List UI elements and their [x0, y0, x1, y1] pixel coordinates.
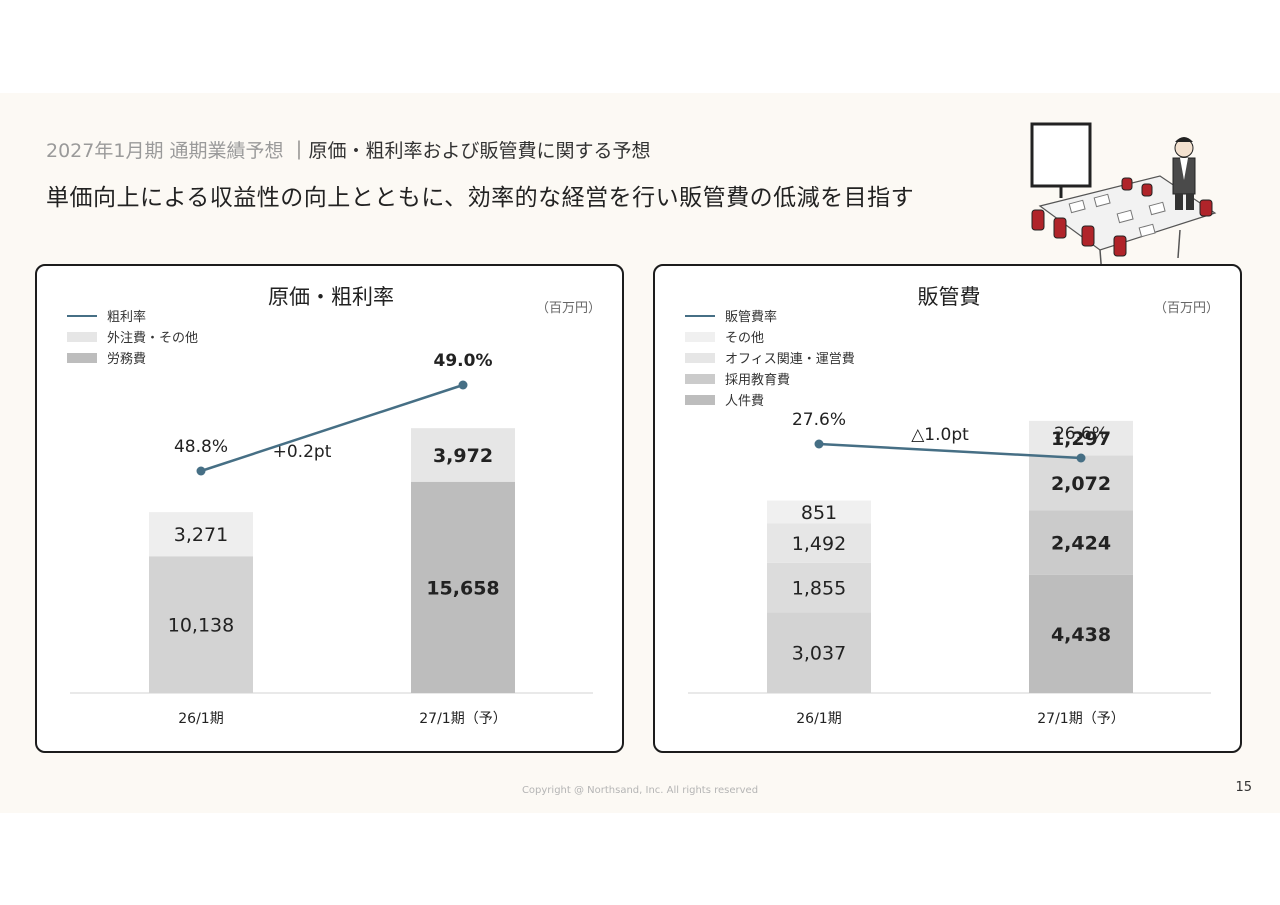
bar-value-label: 2,424	[1051, 533, 1111, 555]
section-topic: 原価・粗利率および販管費に関する予想	[308, 140, 651, 162]
page-headline: 単価向上による収益性の向上とともに、効率的な経営を行い販管費の低減を目指す	[46, 185, 915, 211]
ratio-line	[818, 442, 1082, 460]
ratio-point	[1076, 453, 1086, 463]
bar-value-label: 1,855	[792, 578, 846, 600]
bar-segment	[149, 556, 253, 693]
meeting-room-illustration	[1010, 118, 1224, 280]
category-label: 27/1期（予）	[1037, 711, 1124, 727]
unit-label: （百万円）	[536, 301, 601, 316]
legend-label: 外注費・その他	[107, 331, 198, 346]
legend-swatch-bar	[685, 332, 715, 342]
bar-value-label: 2,072	[1051, 473, 1111, 495]
bar-segment	[767, 562, 871, 613]
category-label: 26/1期	[178, 711, 223, 727]
legend-label: 人件費	[725, 394, 764, 409]
bar-value-label: 851	[801, 502, 837, 524]
legend-swatch-bar	[685, 374, 715, 384]
ratio-label: 26.6%	[1054, 424, 1108, 444]
category-label: 27/1期（予）	[419, 711, 506, 727]
bar-segment	[1029, 574, 1133, 693]
legend-label: 粗利率	[107, 309, 146, 325]
ratio-label: 49.0%	[434, 351, 493, 371]
legend-swatch-bar	[685, 395, 715, 405]
bar-segment	[767, 523, 871, 563]
bar-value-label: 1,492	[792, 533, 846, 555]
legend-label: オフィス関連・運営費	[725, 352, 855, 367]
legend-label: その他	[725, 331, 764, 346]
legend-label: 販管費率	[725, 309, 777, 325]
sga-panel: 販管費 （百万円） 販管費率その他オフィス関連・運営費 採用教育費人件費 3,037 1,…	[653, 264, 1242, 753]
bar-segment	[1029, 510, 1133, 575]
cost-gross-margin-panel: 原価・粗利率 （百万円） 粗利率外注費・その他 労務費 10,138 3,271 26/1期…	[35, 264, 624, 753]
bar-segment	[767, 500, 871, 524]
bar-segment	[1029, 420, 1133, 456]
ratio-label: 27.6%	[792, 410, 846, 430]
bar-value-label: 1,297	[1051, 428, 1111, 450]
chart-title: 原価・粗利率	[268, 285, 394, 309]
legend-swatch-bar	[67, 332, 97, 342]
ratio-point	[196, 466, 206, 476]
bar-segment	[767, 612, 871, 693]
section-label: 2027年1月期 通期業績予想	[46, 140, 284, 162]
bar-value-label: 15,658	[426, 577, 499, 599]
legend-label: 採用教育費	[725, 372, 790, 388]
bar-value-label: 10,138	[168, 615, 234, 637]
unit-label: （百万円）	[1154, 301, 1219, 316]
bar-segment	[1029, 455, 1133, 511]
ratio-point	[458, 380, 468, 390]
delta-label: +0.2pt	[273, 442, 332, 462]
chart-title: 販管費	[918, 285, 981, 309]
bar-value-label: 3,972	[433, 445, 493, 467]
legend-label: 労務費	[107, 352, 146, 367]
legend-swatch-bar	[67, 353, 97, 363]
copyright-text: Copyright @ Northsand, Inc. All rights r…	[521, 785, 759, 796]
bar-value-label: 3,037	[792, 643, 846, 665]
bar-segment	[411, 481, 515, 693]
bar-segment	[411, 428, 515, 482]
ratio-label: 48.8%	[174, 437, 228, 457]
legend-swatch-bar	[685, 353, 715, 363]
ratio-point	[814, 439, 824, 449]
delta-label: △1.0pt	[911, 425, 969, 445]
header-separator: ｜	[289, 140, 309, 162]
bar-value-label: 4,438	[1051, 624, 1111, 646]
page-number: 15	[1235, 780, 1252, 795]
ratio-line	[200, 383, 464, 473]
bar-segment	[149, 512, 253, 557]
bar-value-label: 3,271	[174, 524, 228, 546]
section-header: 2027年1月期 通期業績予想 ｜原価・粗利率および販管費に関する予想	[46, 136, 651, 163]
category-label: 26/1期	[796, 711, 841, 727]
